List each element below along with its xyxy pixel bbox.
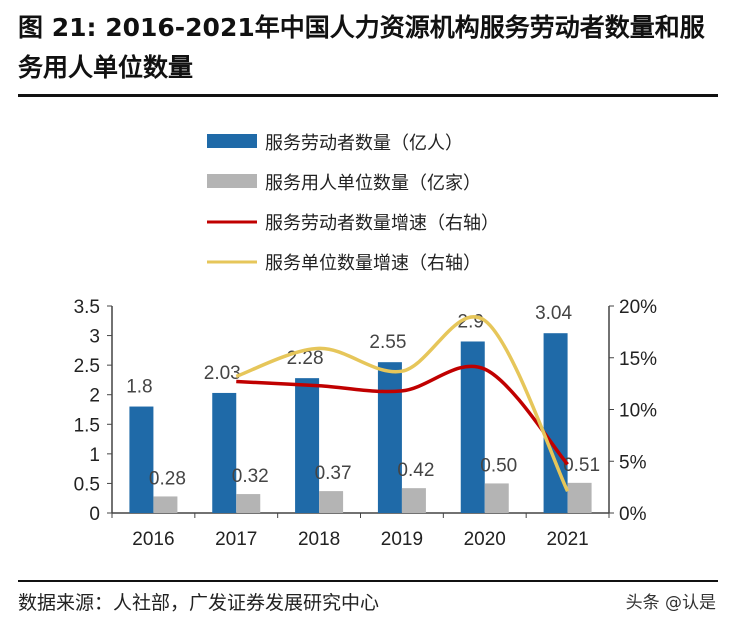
bar-employers xyxy=(319,491,344,513)
chart-title: 图 21: 2016-2021年中国人力资源机构服务劳动者数量和服务用人单位数量 xyxy=(18,13,705,82)
left-tick-label: 1 xyxy=(89,445,100,466)
chart: 服务劳动者数量（亿人） 服务用人单位数量（亿家） 服务劳动者数量增速（右轴） 服务单位… xyxy=(74,133,658,550)
data-label: 2.03 xyxy=(204,363,241,384)
x-tick-label: 2021 xyxy=(546,529,588,550)
legend-label: 服务劳动者数量增速（右轴） xyxy=(265,213,499,233)
data-label: 3.04 xyxy=(535,303,572,324)
data-label: 0.37 xyxy=(315,463,352,484)
bar-employers xyxy=(401,488,426,513)
legend-label: 服务单位数量增速（右轴） xyxy=(265,253,481,273)
left-tick-label: 2 xyxy=(89,386,100,407)
bar-workers xyxy=(129,406,154,513)
top-divider xyxy=(18,94,718,97)
right-tick-label: 5% xyxy=(619,452,647,473)
legend-label: 服务劳动者数量（亿人） xyxy=(265,133,463,153)
bar-workers xyxy=(212,392,237,513)
data-label: 0.42 xyxy=(397,460,434,481)
x-tick-label: 2020 xyxy=(464,529,506,550)
line-employer-growth xyxy=(235,315,570,493)
bar-employers xyxy=(153,496,178,513)
x-tick-label: 2017 xyxy=(215,529,257,550)
left-tick-label: 2.5 xyxy=(74,356,100,377)
data-label: 1.8 xyxy=(126,377,152,398)
bar-employers xyxy=(484,483,509,513)
right-tick-label: 15% xyxy=(619,349,657,370)
right-tick-label: 20% xyxy=(619,297,657,318)
bottom-divider xyxy=(18,580,718,582)
left-tick-label: 3.5 xyxy=(74,297,100,318)
data-label: 0.32 xyxy=(232,466,269,487)
watermark: 头条 @认是 xyxy=(625,593,716,613)
left-tick-label: 0.5 xyxy=(74,474,100,495)
data-label: 0.28 xyxy=(149,468,186,489)
legend-label: 服务用人单位数量（亿家） xyxy=(265,173,481,193)
legend-swatch xyxy=(207,174,257,188)
bar-workers xyxy=(377,362,402,513)
left-tick-label: 0 xyxy=(89,504,100,525)
left-tick-label: 3 xyxy=(89,327,100,348)
bar-employers xyxy=(567,482,592,513)
data-label: 0.51 xyxy=(563,455,600,476)
line-worker-growth xyxy=(236,364,569,466)
data-label: 0.50 xyxy=(480,455,517,476)
right-tick-label: 0% xyxy=(619,504,647,525)
x-tick-label: 2016 xyxy=(132,529,174,550)
bar-employers xyxy=(236,494,261,513)
data-label: 2.55 xyxy=(369,332,406,353)
x-tick-label: 2018 xyxy=(298,529,340,550)
bar-workers xyxy=(295,378,320,513)
legend-swatch xyxy=(207,134,257,148)
right-tick-label: 10% xyxy=(619,401,657,422)
bar-workers xyxy=(460,341,485,513)
left-tick-label: 1.5 xyxy=(74,415,100,436)
x-tick-label: 2019 xyxy=(381,529,423,550)
source-note: 数据来源：人社部，广发证券发展研究中心 xyxy=(18,592,380,614)
